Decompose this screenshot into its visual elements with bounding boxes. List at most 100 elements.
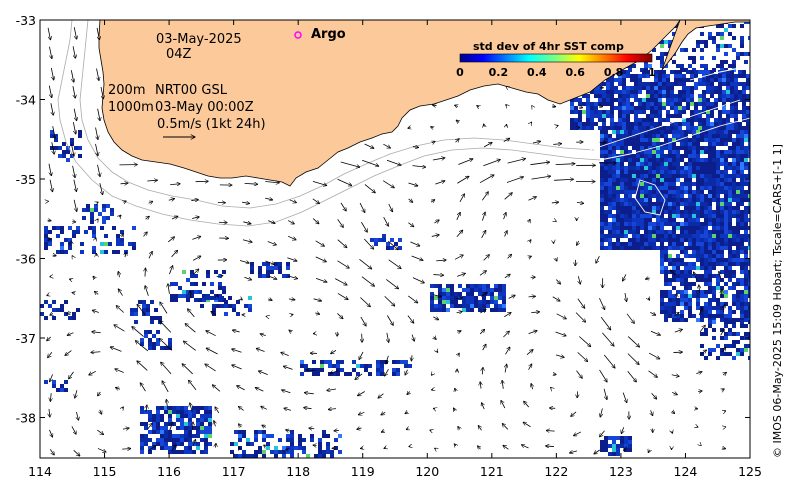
sst-pixel	[494, 288, 498, 292]
sst-pixel	[712, 190, 716, 194]
sst-pixel	[672, 294, 676, 298]
current-arrow	[95, 143, 98, 156]
sst-pixel	[56, 388, 60, 392]
sst-pixel	[734, 98, 738, 102]
sst-pixel	[482, 304, 486, 308]
sst-pixel	[640, 174, 644, 178]
current-arrow	[357, 428, 362, 429]
sst-pixel	[668, 210, 672, 214]
sst-pixel	[682, 110, 686, 114]
sst-pixel	[620, 214, 624, 218]
sst-pixel	[628, 246, 632, 250]
sst-pixel	[724, 142, 728, 146]
sst-pixel	[578, 118, 582, 122]
sst-pixel	[694, 114, 698, 118]
sst-pixel	[474, 288, 478, 292]
sst-pixel	[92, 234, 96, 238]
sst-pixel	[650, 106, 654, 110]
sst-pixel	[652, 48, 656, 52]
sst-pixel	[720, 246, 724, 250]
sst-pixel	[618, 82, 622, 86]
current-arrow	[531, 176, 551, 180]
sst-pixel	[662, 70, 666, 74]
sst-pixel	[724, 28, 728, 32]
sst-pixel	[446, 284, 450, 288]
sst-pixel	[676, 202, 680, 206]
sst-pixel	[60, 230, 64, 234]
current-arrow	[359, 202, 365, 212]
sst-pixel	[744, 282, 748, 286]
sst-pixel	[176, 450, 180, 454]
current-arrow	[255, 388, 264, 392]
current-arrow	[120, 183, 128, 184]
sst-pixel	[334, 446, 338, 450]
current-arrow	[92, 332, 101, 333]
sst-pixel	[184, 446, 188, 450]
current-arrow	[456, 120, 459, 122]
sst-pixel	[626, 98, 630, 102]
sst-pixel	[582, 102, 586, 106]
sst-pixel	[364, 368, 368, 372]
sst-pixel	[652, 222, 656, 226]
sst-pixel	[716, 306, 720, 310]
sst-pixel	[720, 162, 724, 166]
sst-pixel	[92, 230, 96, 234]
sst-pixel	[686, 90, 690, 94]
sst-pixel	[230, 442, 234, 446]
sst-pixel	[672, 214, 676, 218]
sst-pixel	[664, 40, 668, 44]
sst-pixel	[656, 226, 660, 230]
sst-pixel	[74, 146, 78, 150]
current-arrow	[115, 369, 124, 373]
sst-pixel	[664, 146, 668, 150]
sst-pixel	[680, 48, 684, 52]
sst-pixel	[732, 64, 736, 68]
sst-pixel	[714, 122, 718, 126]
sst-pixel	[586, 122, 590, 126]
sst-pixel	[646, 114, 650, 118]
lon-tick-label: 122	[544, 464, 568, 479]
sst-pixel	[602, 114, 606, 118]
sst-pixel	[602, 102, 606, 106]
sst-pixel	[680, 302, 684, 306]
sst-pixel	[622, 82, 626, 86]
current-arrow	[722, 389, 725, 391]
sst-pixel	[696, 306, 700, 310]
current-arrow	[238, 424, 241, 427]
sst-pixel	[624, 230, 628, 234]
sst-pixel	[666, 110, 670, 114]
sst-pixel	[730, 90, 734, 94]
sst-pixel	[696, 298, 700, 302]
sst-pixel	[208, 410, 212, 414]
sst-pixel	[688, 274, 692, 278]
sst-pixel	[654, 110, 658, 114]
sst-pixel	[652, 210, 656, 214]
sst-pixel	[206, 274, 210, 278]
sst-pixel	[224, 304, 228, 308]
sst-pixel	[242, 450, 246, 454]
sst-pixel	[682, 118, 686, 122]
sst-pixel	[644, 142, 648, 146]
sst-pixel	[720, 60, 724, 64]
sst-pixel	[168, 430, 172, 434]
sst-pixel	[652, 202, 656, 206]
sst-pixel	[624, 222, 628, 226]
sst-pixel	[706, 126, 710, 130]
sst-pixel	[198, 298, 202, 302]
current-arrow	[312, 181, 327, 185]
current-arrow	[289, 299, 295, 300]
sst-pixel	[708, 254, 712, 258]
sst-pixel	[626, 74, 630, 78]
sst-pixel	[200, 304, 204, 308]
sst-pixel	[626, 110, 630, 114]
sst-pixel	[486, 288, 490, 292]
sst-pixel	[730, 98, 734, 102]
sst-pixel	[570, 126, 574, 130]
sst-pixel	[620, 246, 624, 250]
sst-pixel	[604, 210, 608, 214]
current-arrow	[364, 184, 375, 192]
sst-pixel	[728, 162, 732, 166]
sst-pixel	[712, 314, 716, 318]
sst-pixel	[150, 300, 154, 304]
current-arrow	[457, 176, 469, 184]
